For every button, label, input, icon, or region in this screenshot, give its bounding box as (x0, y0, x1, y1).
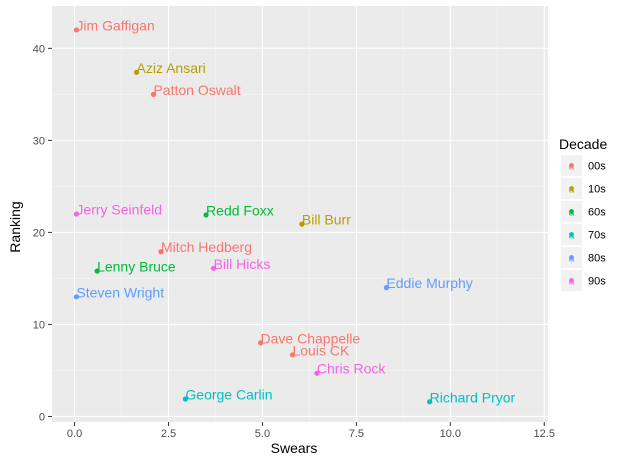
x-axis-title: Swears (271, 440, 318, 456)
legend-label: 00s (588, 161, 606, 173)
legend-point-icon (569, 255, 574, 260)
point-label: Jim Gaffigan (76, 17, 154, 33)
data-point (73, 27, 80, 33)
x-tick-label: 7.5 (349, 428, 364, 440)
point-label: Bill Burr (302, 212, 351, 228)
x-tick-label: 10.0 (440, 428, 461, 440)
legend-items: a 00s a 10s a 60s a 70s a 80s a 90s (561, 155, 606, 291)
data-point (257, 340, 264, 346)
legend-glyph-icon: a (569, 185, 575, 196)
x-tick-label: 12.5 (534, 428, 555, 440)
legend: Decade a 00s a 10s a 60s a 70s a 80s a 90s (559, 136, 607, 291)
point-label: Dave Chappelle (261, 330, 361, 346)
point-label: Lenny Bruce (97, 259, 176, 275)
legend-point-icon (569, 186, 574, 191)
x-tick-label: 5.0 (255, 428, 270, 440)
legend-point-icon (569, 209, 574, 214)
legend-label: 90s (588, 276, 606, 288)
data-point (203, 212, 209, 218)
data-point (182, 396, 188, 402)
y-tick-label: 20 (33, 227, 45, 239)
point-label: Jerry Seinfeld (76, 202, 162, 218)
legend-glyph-icon: a (569, 231, 575, 242)
legend-label: 10s (588, 184, 606, 196)
legend-point-icon (569, 163, 574, 168)
y-tick-label: 40 (33, 43, 45, 55)
point-label: Richard Pryor (430, 389, 516, 405)
point-label: Redd Foxx (206, 202, 274, 218)
plot-background (52, 6, 548, 422)
data-points (73, 27, 433, 405)
x-tick-label: 0.0 (67, 428, 82, 440)
point-label: George Carlin (185, 386, 272, 402)
data-point (133, 69, 140, 75)
legend-label: 80s (588, 253, 606, 265)
point-label: Patton Oswalt (153, 82, 240, 98)
data-point (299, 221, 305, 227)
data-point (427, 399, 433, 405)
data-point (289, 352, 296, 358)
point-label: Louis CK (292, 342, 349, 358)
y-tick-label: 10 (33, 319, 45, 331)
point-label: Bill Hicks (214, 256, 271, 272)
legend-glyph-icon: a (569, 254, 575, 265)
legend-glyph-icon: a (569, 162, 575, 173)
data-point (314, 370, 320, 376)
data-point (73, 294, 80, 300)
y-tick-label: 0 (39, 411, 45, 423)
point-label: Mitch Hedberg (161, 239, 252, 255)
point-label: Chris Rock (317, 361, 386, 377)
data-point (94, 268, 100, 274)
point-label: Aziz Ansari (137, 60, 206, 76)
data-point (158, 249, 164, 255)
legend-title: Decade (559, 136, 607, 152)
legend-label: 70s (588, 230, 606, 242)
data-point (73, 211, 80, 217)
data-point (150, 91, 157, 97)
axes: 0.0 2.5 5.0 7.5 10.0 12.5 0 10 20 30 40 (33, 43, 555, 440)
data-point (383, 285, 390, 291)
y-tick-label: 30 (33, 135, 45, 147)
point-label: Eddie Murphy (386, 275, 472, 291)
data-point (210, 265, 217, 271)
point-label: Steven Wright (76, 284, 164, 300)
y-axis-title: Ranking (7, 201, 23, 252)
plot-panel (52, 6, 548, 422)
legend-point-icon (569, 232, 574, 237)
legend-glyph-icon: a (569, 208, 575, 219)
legend-point-icon (569, 278, 574, 283)
legend-glyph-icon: a (569, 277, 575, 288)
x-tick-label: 2.5 (161, 428, 176, 440)
point-labels: Jim Gaffigan Aziz Ansari Patton Oswalt Jerr… (76, 17, 515, 405)
legend-label: 60s (588, 207, 606, 219)
